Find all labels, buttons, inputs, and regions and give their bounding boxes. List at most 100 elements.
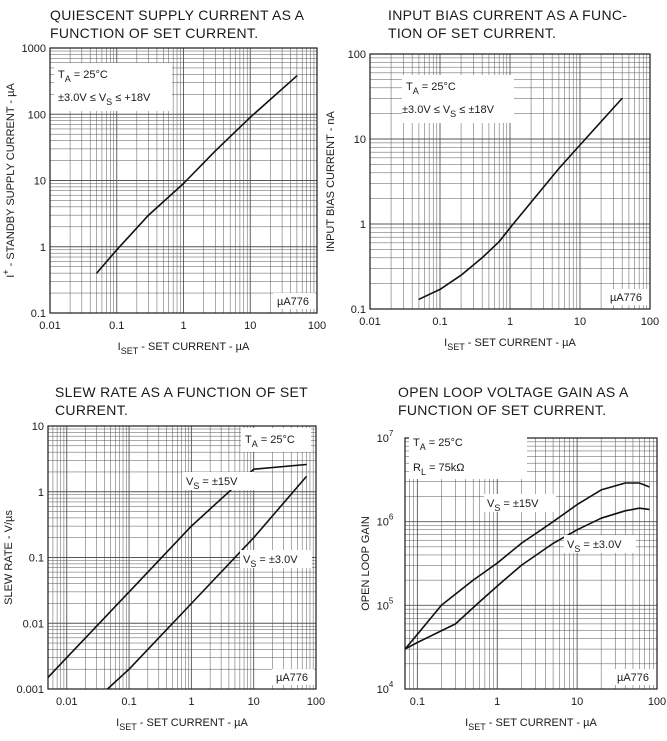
- series-label-bg: [240, 550, 312, 568]
- y-tick-label: 1: [360, 219, 366, 231]
- series-line: [404, 507, 650, 650]
- y-tick-label: 100: [28, 109, 46, 121]
- y-tick-label: 100: [348, 49, 366, 61]
- y-tick-label: 106: [377, 513, 394, 529]
- data-point: [558, 167, 560, 170]
- data-point: [496, 562, 498, 564]
- series-label-bg: [484, 494, 556, 512]
- data-point: [576, 529, 578, 531]
- chart-open-loop-gain: OPEN LOOP VOLTAGE GAIN AS A FUNCTION OF S…: [360, 384, 666, 732]
- x-axis-label: ISET - SET CURRENT - µA: [118, 341, 250, 356]
- data-point: [47, 676, 49, 679]
- x-tick-label: 1: [188, 696, 194, 708]
- data-point: [182, 182, 185, 185]
- data-point: [460, 274, 462, 276]
- part-number-badge: µA776: [276, 672, 308, 684]
- data-point: [600, 489, 602, 491]
- series-label-bg: [183, 472, 255, 490]
- y-tick-label: 0.1: [351, 304, 366, 316]
- x-tick-label: 10: [574, 316, 586, 328]
- data-point: [253, 537, 255, 539]
- badge-bg: [606, 289, 648, 305]
- y-tick-label: 104: [377, 680, 394, 696]
- data-point: [190, 602, 192, 605]
- y-axis-label: SLEW RATE - V/µs: [3, 510, 15, 605]
- x-tick-label: 10: [244, 320, 256, 332]
- data-point: [638, 507, 640, 509]
- data-point: [416, 633, 418, 635]
- chart-title-line: FUNCTION OF SET CURRENT.: [398, 402, 606, 418]
- y-tick-label: 107: [377, 429, 394, 445]
- data-point: [305, 475, 307, 478]
- x-tick-label: 100: [648, 696, 666, 708]
- data-point: [638, 482, 640, 484]
- x-axis-label: ISET - SET CURRENT - µA: [444, 337, 576, 352]
- data-point: [496, 585, 498, 587]
- data-point: [116, 249, 118, 251]
- data-point: [530, 201, 532, 203]
- x-tick-label: 100: [307, 696, 325, 708]
- data-point: [96, 272, 98, 274]
- y-tick-label: 0.1: [29, 553, 44, 565]
- data-point: [440, 604, 443, 606]
- x-tick-label: 1: [494, 696, 500, 708]
- y-tick-label: 0.1: [31, 308, 46, 320]
- data-point: [576, 503, 578, 506]
- part-number-badge: µA776: [610, 292, 642, 304]
- series-label-bg: [564, 535, 636, 553]
- series-line: [404, 482, 650, 650]
- x-tick-label: 0.01: [39, 320, 60, 332]
- data-point: [472, 579, 474, 581]
- y-axis-label: I+ - STANDBY SUPPLY CURRENT - µA: [1, 83, 17, 278]
- badge-bg: [273, 293, 315, 309]
- x-axis-label: ISET - SET CURRENT - µA: [465, 717, 597, 732]
- series-line: [47, 463, 307, 678]
- chart-title-line: CURRENT.: [55, 402, 128, 418]
- x-tick-label: 0.01: [359, 316, 380, 328]
- data-point: [416, 641, 418, 644]
- chart-quiescent-supply-current: QUIESCENT SUPPLY CURRENT AS A FUNCTION OF…: [1, 7, 326, 356]
- data-point: [624, 482, 626, 484]
- y-tick-label: 105: [377, 596, 394, 612]
- data-point: [66, 657, 68, 659]
- data-point: [404, 648, 406, 650]
- data-point: [296, 75, 298, 77]
- data-point: [478, 601, 481, 603]
- x-tick-label: 0.1: [121, 696, 136, 708]
- data-point: [454, 623, 457, 625]
- badge-bg: [613, 669, 655, 685]
- x-tick-label: 100: [641, 316, 659, 328]
- data-point: [128, 591, 130, 593]
- y-tick-label: 1: [40, 242, 46, 254]
- x-tick-label: 0.1: [410, 696, 425, 708]
- series-label: VS = ±3.0V: [243, 554, 298, 569]
- data-point: [498, 241, 500, 243]
- data-point: [249, 116, 251, 118]
- chart-input-bias-current: INPUT BIAS CURRENT AS A FUNC- TION OF SET…: [325, 7, 659, 352]
- data-point: [648, 486, 650, 488]
- x-tick-label: 0.1: [109, 320, 124, 332]
- x-tick-label: 0.01: [56, 696, 77, 708]
- annotation-box: [409, 431, 527, 479]
- y-tick-label: 1000: [22, 43, 46, 55]
- plot-frame: [47, 425, 317, 690]
- y-tick-label: 10: [32, 421, 44, 433]
- data-point: [552, 521, 554, 523]
- data-point: [520, 564, 522, 567]
- x-tick-label: 10: [248, 696, 260, 708]
- annotation-text: RL = 75kΩ: [413, 462, 464, 477]
- data-point: [106, 688, 109, 690]
- data-point: [509, 227, 511, 229]
- x-tick-label: 1: [180, 320, 186, 332]
- series-line: [418, 97, 623, 301]
- chart-title-line: QUIESCENT SUPPLY CURRENT AS A: [50, 7, 305, 23]
- part-number-badge: µA776: [617, 672, 649, 684]
- chart-title-line: SLEW RATE AS A FUNCTION OF SET: [55, 384, 308, 400]
- data-point: [621, 97, 623, 100]
- data-point: [190, 525, 192, 527]
- series-label: VS = ±3.0V: [567, 539, 622, 554]
- data-point: [305, 463, 307, 466]
- y-axis-label: INPUT BIAS CURRENT - nA: [325, 110, 337, 251]
- annotation-text: ±3.0V ≤ VS ≤ +18V: [58, 92, 151, 107]
